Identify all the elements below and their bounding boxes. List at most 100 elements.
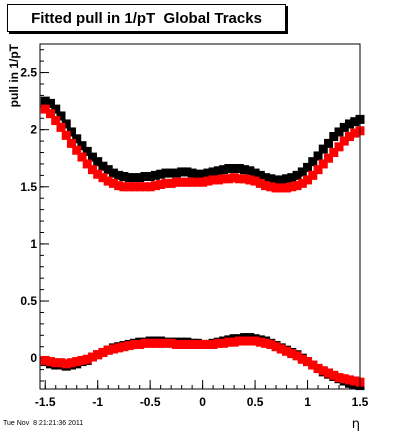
data-point — [266, 339, 276, 349]
data-point — [187, 177, 197, 187]
y-tick-label: 1 — [30, 237, 37, 251]
data-point — [219, 165, 229, 175]
data-point — [303, 162, 313, 172]
data-point — [61, 119, 71, 129]
data-point — [229, 337, 239, 347]
data-point — [171, 168, 181, 178]
data-point — [72, 134, 82, 144]
data-point — [161, 338, 171, 348]
data-point — [93, 350, 103, 360]
x-tick-label: -0.5 — [140, 395, 161, 409]
data-point — [224, 174, 234, 184]
data-point — [219, 174, 229, 184]
data-point — [198, 169, 208, 179]
data-point — [87, 152, 97, 162]
data-point — [276, 183, 286, 193]
data-point — [66, 358, 76, 368]
data-point — [77, 355, 87, 365]
data-point — [166, 168, 176, 178]
data-point — [261, 173, 271, 183]
axis-ticks — [40, 49, 361, 389]
y-axis-label: pull in 1/pT — [7, 43, 21, 107]
data-point — [208, 339, 218, 349]
data-point — [250, 168, 260, 178]
data-point — [276, 344, 286, 354]
data-point — [282, 174, 292, 184]
data-point — [135, 339, 145, 349]
data-point — [339, 374, 349, 384]
data-point — [114, 343, 124, 353]
data-point — [82, 146, 92, 156]
data-point — [339, 122, 349, 132]
data-point — [124, 173, 134, 183]
y-tick-label: 1.5 — [20, 180, 37, 194]
data-point — [213, 338, 223, 348]
data-point — [261, 338, 271, 348]
data-point — [276, 175, 286, 185]
data-point — [45, 357, 55, 367]
data-point — [350, 117, 360, 127]
data-point — [140, 338, 150, 348]
data-point — [40, 355, 50, 365]
data-point — [108, 168, 118, 178]
data-point — [124, 341, 134, 351]
data-point — [224, 164, 234, 174]
x-tick-label: -1.5 — [35, 395, 56, 409]
data-point — [119, 342, 129, 352]
data-point — [150, 170, 160, 180]
data-point — [339, 136, 349, 146]
data-point — [187, 168, 197, 178]
data-point — [145, 182, 155, 192]
data-point — [334, 142, 344, 152]
y-tick-label: 0.5 — [20, 294, 37, 308]
data-point — [287, 182, 297, 192]
data-point — [192, 177, 202, 187]
data-point — [124, 182, 134, 192]
data-point — [119, 182, 129, 192]
data-point — [98, 173, 108, 183]
x-axis-label: η — [352, 417, 360, 432]
data-point — [313, 165, 323, 175]
data-point — [51, 116, 61, 126]
data-point — [98, 347, 108, 357]
tick-labels: -1.5 -1 -0.5 0 0.5 1 1.5 0 0.5 1 1.5 2 2.5 — [20, 66, 368, 409]
data-point — [271, 175, 281, 185]
data-point — [182, 339, 192, 349]
data-point — [261, 181, 271, 191]
data-point — [77, 152, 87, 162]
data-point — [292, 351, 302, 361]
data-point — [171, 177, 181, 187]
data-point — [177, 339, 187, 349]
data-point — [350, 376, 360, 386]
data-point — [271, 342, 281, 352]
data-point — [56, 111, 66, 121]
data-point — [282, 346, 292, 356]
data-point — [203, 339, 213, 349]
data-point — [177, 177, 187, 187]
data-point — [182, 177, 192, 187]
y-tick-label: 2.5 — [20, 66, 37, 80]
data-point — [187, 339, 197, 349]
data-point — [213, 166, 223, 176]
timestamp: Tue Nov 8 21:21:36 2011 — [3, 420, 84, 427]
data-point — [51, 358, 61, 368]
y-tick-label: 2 — [30, 123, 37, 137]
data-point — [313, 151, 323, 161]
data-point — [156, 169, 166, 179]
data-point — [345, 375, 355, 385]
data-point — [40, 96, 50, 106]
data-point — [292, 170, 302, 180]
data-point — [345, 132, 355, 142]
data-point — [297, 354, 307, 364]
data-point — [103, 345, 113, 355]
data-point — [161, 168, 171, 178]
data-point — [103, 165, 113, 175]
data-point — [313, 363, 323, 373]
data-point — [135, 173, 145, 183]
data-point — [308, 170, 318, 180]
data-point — [255, 170, 265, 180]
data-point — [303, 175, 313, 185]
data-point — [93, 157, 103, 167]
data-point — [240, 336, 250, 346]
data-point — [240, 165, 250, 175]
